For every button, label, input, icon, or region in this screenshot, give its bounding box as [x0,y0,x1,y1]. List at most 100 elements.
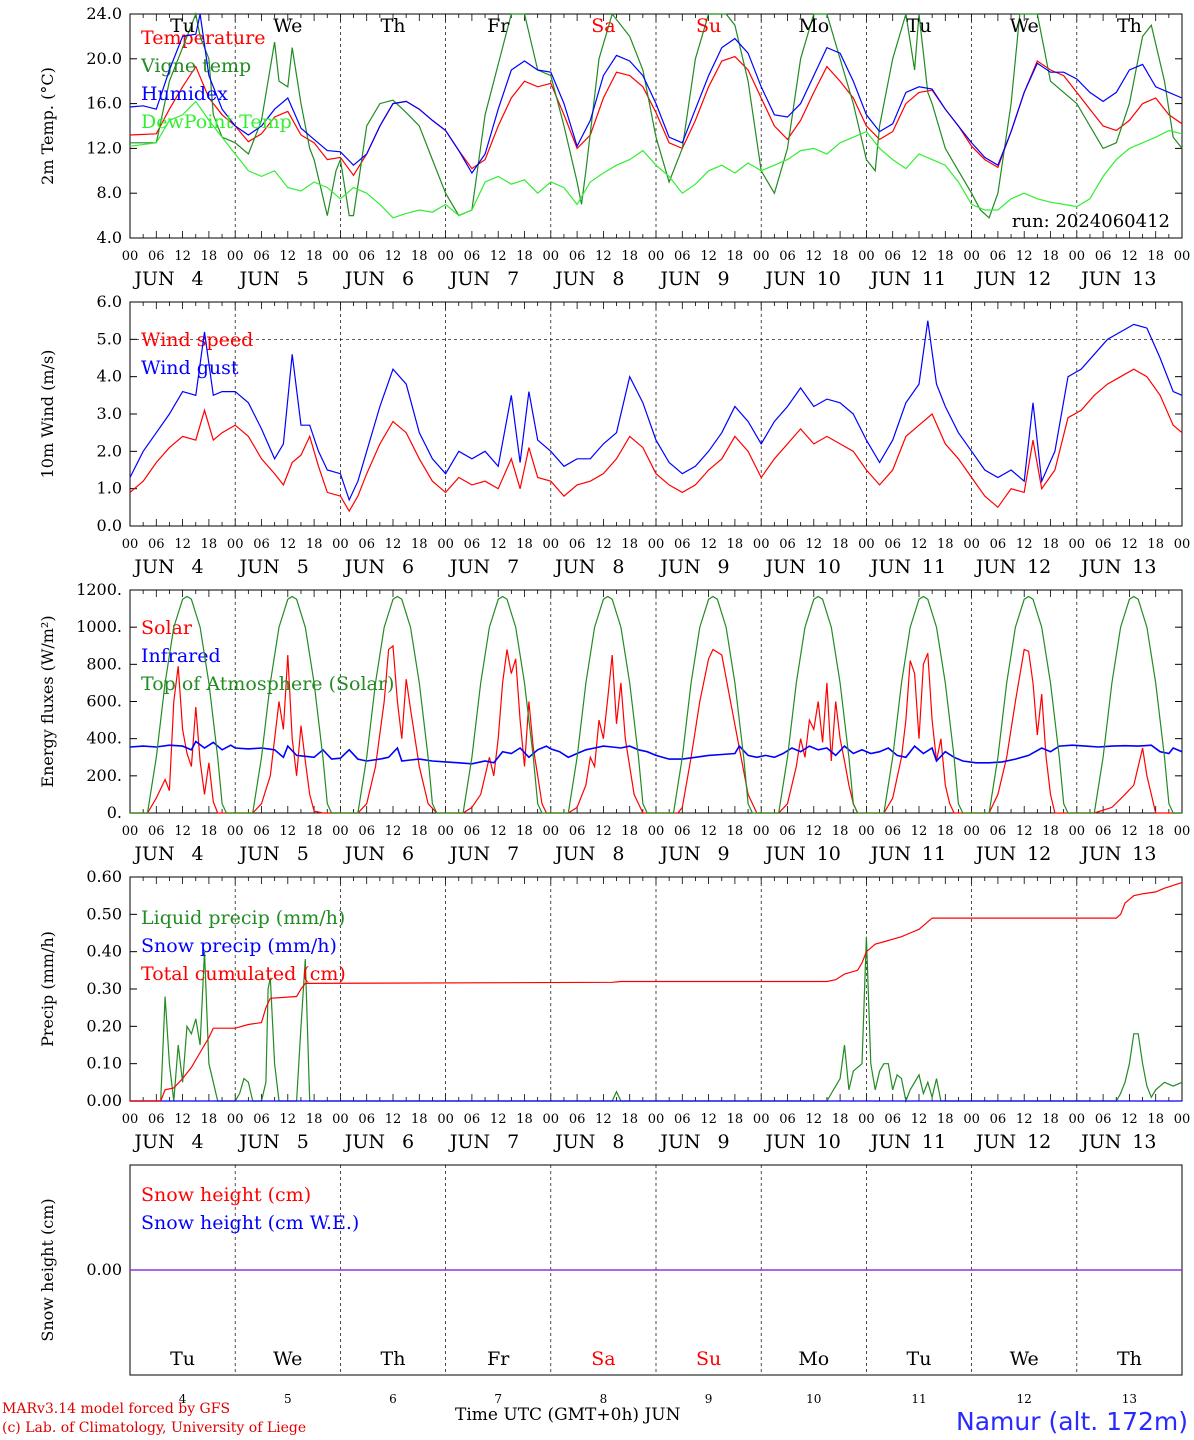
hour-label: 06 [1095,537,1112,552]
hour-label: 12 [595,1112,612,1127]
y-tick-label: 200. [86,766,122,785]
y-tick-label: 0.10 [86,1054,122,1073]
hour-label: 06 [884,537,901,552]
run-label: run: 2024060412 [1012,211,1170,232]
hour-label: 18 [937,249,954,264]
day-number-label: 4 [192,556,204,578]
hour-label: 12 [490,1112,507,1127]
weekday-label: We [273,1348,302,1370]
hour-label: 00 [963,249,980,264]
hour-label: 18 [727,249,744,264]
y-tick-label: 4.0 [97,228,122,247]
hour-label: 12 [174,249,191,264]
hour-label: 12 [806,249,823,264]
month-label: JUN [869,1131,911,1153]
day-number-label: 9 [718,268,730,290]
y-tick-label: 0.30 [86,979,122,998]
hour-label: 00 [543,537,560,552]
month-label: JUN [764,268,806,290]
hour-label: 18 [306,249,323,264]
day-number-label: 6 [402,556,414,578]
month-label: JUN [974,556,1016,578]
y-tick-label: 1200. [76,580,122,599]
month-label: JUN [448,843,490,865]
hour-label: 12 [700,824,717,839]
legend-label: Infrared [141,645,221,667]
day-number-label: 8 [612,556,624,578]
hour-label: 06 [358,537,375,552]
month-label: JUN [553,268,595,290]
panel-0: 4.08.012.016.020.024.02m Temp. (°C)Tempe… [38,4,1190,290]
hour-label: 00 [227,537,244,552]
hour-label: 00 [753,537,770,552]
day-number-label: 5 [297,843,309,865]
day-number-label: 7 [494,1392,502,1406]
series-solar [130,644,1182,814]
hour-label: 18 [201,824,218,839]
hour-label: 06 [464,249,481,264]
y-tick-label: 0.0 [97,516,122,535]
hour-label: 12 [490,249,507,264]
hour-label: 18 [832,249,849,264]
hour-label: 00 [1174,824,1191,839]
month-label: JUN [448,1131,490,1153]
weekday-label: Mo [798,1348,829,1370]
month-label: JUN [238,1131,280,1153]
hour-label: 12 [490,824,507,839]
weekday-label: Tu [907,1348,932,1370]
hour-label: 06 [779,249,796,264]
hour-label: 12 [911,1112,928,1127]
hour-label: 18 [621,537,638,552]
hour-label: 06 [674,537,691,552]
hour-label: 18 [621,824,638,839]
day-number-label: 5 [284,1392,292,1406]
day-number-label: 6 [402,268,414,290]
hour-label: 18 [937,824,954,839]
month-label: JUN [974,1131,1016,1153]
hour-label: 18 [411,824,428,839]
hour-label: 06 [253,537,270,552]
day-number-label: 4 [192,843,204,865]
hour-label: 12 [595,249,612,264]
hour-label: 06 [990,537,1007,552]
hour-label: 12 [490,537,507,552]
hour-label: 18 [516,1112,533,1127]
weekday-label: We [1010,15,1039,37]
day-number-label: 9 [718,556,730,578]
weekday-label: Tu [170,1348,195,1370]
hour-label: 00 [227,249,244,264]
y-tick-label: 1.0 [97,479,122,498]
hour-label: 06 [464,537,481,552]
hour-label: 06 [884,824,901,839]
y-tick-label: 0.20 [86,1016,122,1035]
day-number-label: 10 [817,1131,841,1153]
day-number-label: 11 [911,1392,926,1406]
hour-label: 12 [1121,1112,1138,1127]
series-total-cumulated-cm [130,882,1183,1102]
hour-label: 00 [122,249,139,264]
month-label: JUN [658,556,700,578]
hour-label: 12 [700,1112,717,1127]
hour-label: 06 [253,249,270,264]
month-label: JUN [1079,843,1121,865]
y-tick-label: 0.50 [86,904,122,923]
hour-label: 00 [753,1112,770,1127]
hour-label: 18 [727,537,744,552]
hour-label: 00 [437,1112,454,1127]
month-label: JUN [764,556,806,578]
hour-label: 00 [753,824,770,839]
hour-label: 00 [1069,249,1086,264]
hour-label: 18 [516,824,533,839]
hour-label: 12 [174,1112,191,1127]
y-tick-label: 24.0 [86,4,122,23]
hour-label: 00 [648,537,665,552]
series-wind-speed [129,368,1183,513]
hour-label: 18 [306,824,323,839]
hour-label: 06 [569,824,586,839]
hour-label: 18 [1147,824,1164,839]
credit-model: MARv3.14 model forced by GFS [2,1401,231,1417]
month-label: JUN [869,268,911,290]
month-label: JUN [132,556,174,578]
hour-label: 18 [1042,537,1059,552]
